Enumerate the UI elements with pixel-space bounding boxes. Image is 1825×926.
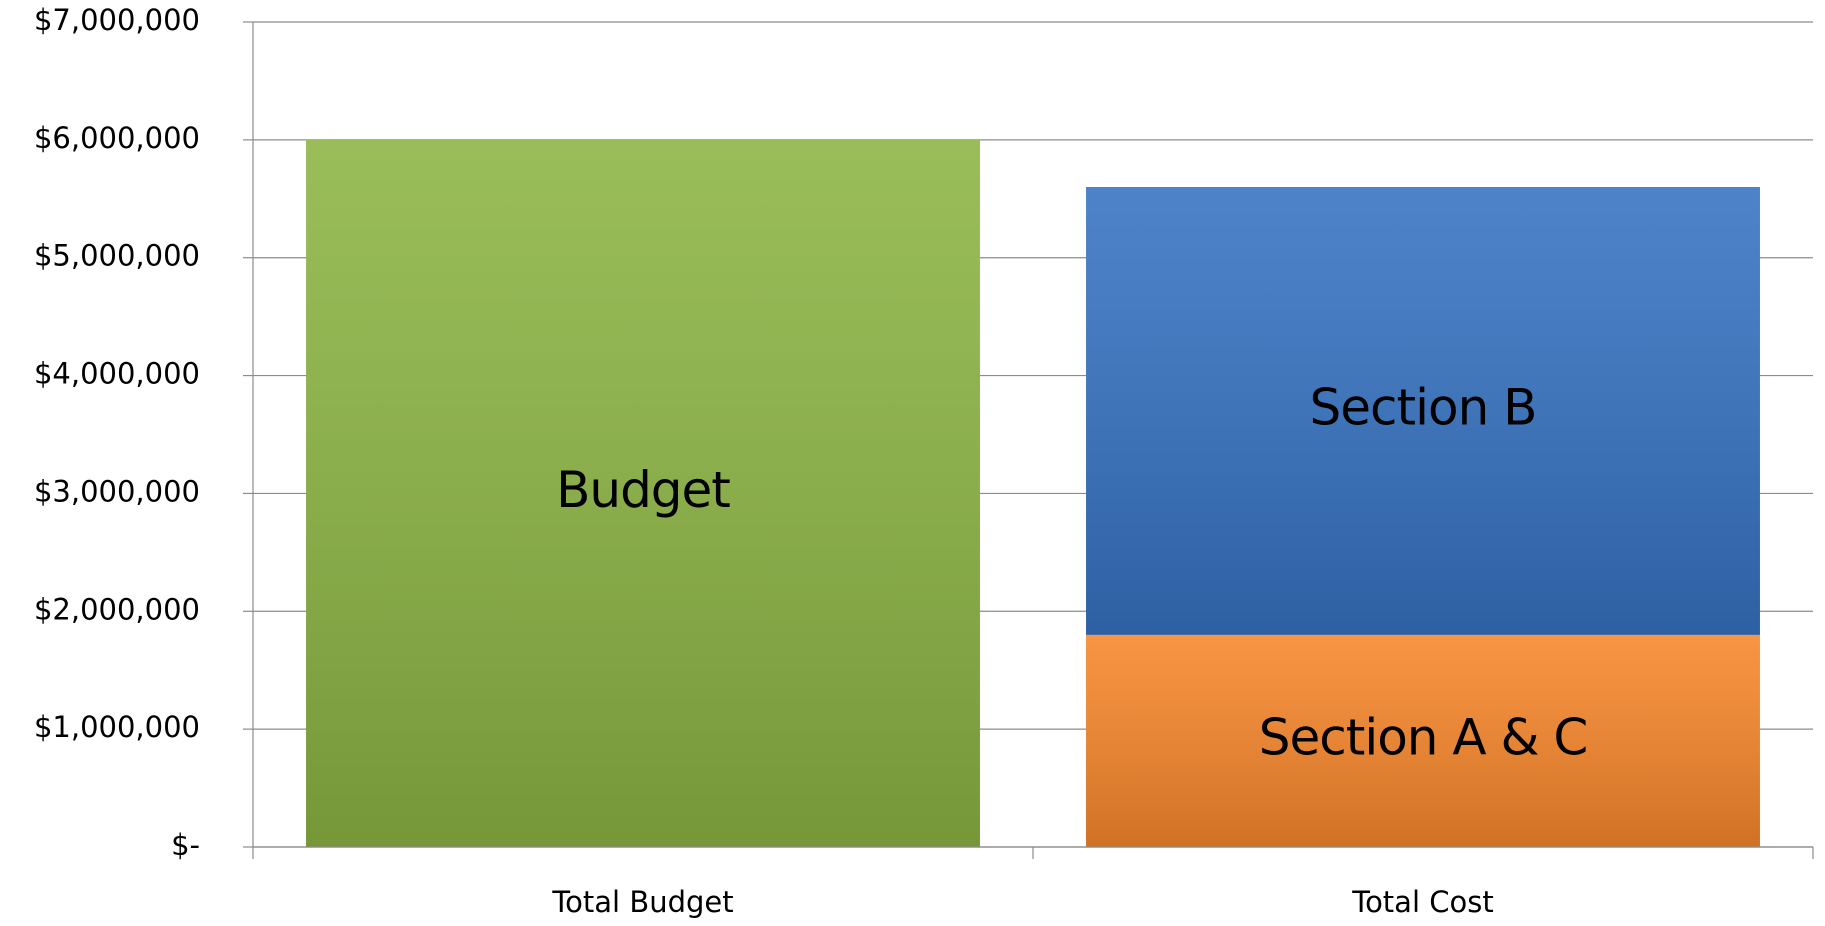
y-tick-label: $3,000,000 [34, 474, 200, 508]
bar-shade [1086, 187, 1760, 635]
y-tick-label: $4,000,000 [34, 357, 200, 391]
x-tick-label: Total Budget [551, 885, 733, 919]
y-tick-label: $- [171, 828, 200, 862]
y-tick-label: $6,000,000 [34, 121, 200, 155]
segment-label: Section B [1310, 378, 1537, 436]
y-tick-label: $5,000,000 [34, 239, 200, 273]
segment-label: Budget [556, 461, 730, 519]
bar-shade [1086, 634, 1760, 847]
bar-shade [306, 139, 980, 847]
x-tick-label: Total Cost [1351, 885, 1493, 919]
y-tick-label: $7,000,000 [34, 3, 200, 37]
y-tick-label: $2,000,000 [34, 592, 200, 626]
y-tick-label: $1,000,000 [34, 710, 200, 744]
segment-label: Section A & C [1259, 708, 1588, 766]
